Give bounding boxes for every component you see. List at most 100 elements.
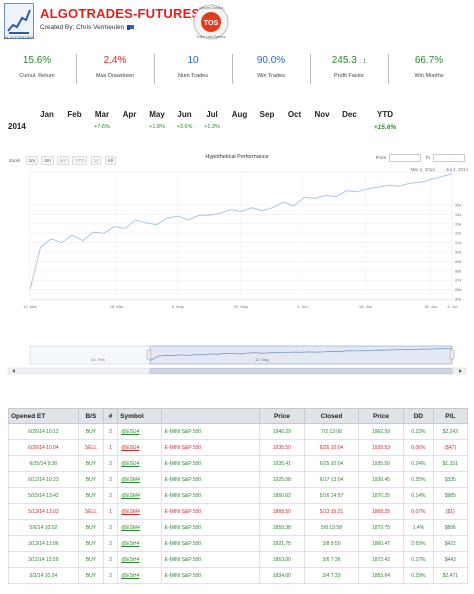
col-symbol[interactable]: Symbol [117, 408, 162, 424]
symbol-link[interactable]: @ESU4 [117, 439, 162, 456]
stat-label: Win Months [414, 73, 444, 79]
trade-row[interactable]: 5/6/14 10:02 BUY 2 @ESM4 E-MINI S&P 500 1859.… [8, 519, 469, 536]
from-date-value: Mar 2, 2014 [410, 167, 435, 172]
stat-value: 2.4% [103, 55, 127, 66]
trade-row[interactable]: 6/26/14 10:04 SELL 1 @ESU4 E-MINI S&P 500 193… [8, 439, 469, 456]
col-price[interactable]: Price [258, 408, 306, 424]
pl-cell: $2,471 [432, 567, 469, 584]
stat-label: Cumul. Return [19, 73, 55, 79]
zoom-3m-button[interactable]: 3m [41, 156, 54, 165]
zoom-1y-button[interactable]: 1y [90, 156, 102, 165]
stat-value: 10 [187, 55, 199, 66]
symbol-link[interactable]: @ESM4 [117, 471, 162, 488]
stat-profit-factor: 245.3 : 1 Profit Factor [312, 52, 389, 86]
symbol-link[interactable]: @ESM4 [117, 487, 162, 504]
y-tick-label: 95k [455, 202, 461, 207]
trade-row[interactable]: 3/13/14 12:06 BUY 2 @ESH4 E-MINI S&P 500 1821… [8, 535, 469, 552]
month-header-nov: Nov [314, 110, 330, 119]
y-tick-label: 86k [455, 287, 461, 292]
trade-row[interactable]: 5/15/14 13:42 BUY 2 @ESM4 E-MINI S&P 500 1860… [8, 487, 469, 504]
opened-cell: 5/15/14 13:42 [8, 487, 79, 504]
month-header-jun: Jun [177, 110, 192, 119]
trade-row[interactable]: 3/11/14 13:29 BUY 2 @ESH4 E-MINI S&P 500 1863… [8, 551, 469, 568]
symbol-link[interactable]: @ESH4 [117, 551, 162, 568]
navigator-right-handle[interactable] [449, 349, 455, 360]
stat-divider [232, 54, 233, 84]
y-tick-label: 92k [455, 231, 461, 236]
symbol-link[interactable]: @ESH4 [117, 567, 162, 584]
author-text: Created By: Chris Vermeulen [40, 24, 125, 31]
pl-cell: ($1) [432, 503, 469, 520]
month-header-may: May [149, 110, 165, 119]
from-date-input[interactable] [389, 154, 422, 162]
qty-cell: 2 [103, 455, 119, 472]
pl-cell: $985 [432, 487, 469, 504]
symbol-link[interactable]: @ESH4 [117, 535, 162, 552]
close-price-cell: 1962.99 [357, 423, 405, 440]
algotrades-logo[interactable] [4, 3, 34, 39]
col-close-price[interactable]: Price [357, 408, 405, 424]
side-cell: SELL [77, 503, 105, 520]
closed-cell: 5/16 14:57 [304, 487, 359, 504]
stat-label: Num Trades [178, 73, 208, 79]
price-cell: 1860.62 [258, 487, 306, 504]
qty-cell: 2 [103, 519, 119, 536]
side-cell: BUY [77, 551, 105, 568]
pl-cell: ($47) [432, 439, 469, 456]
symbol-link[interactable]: @ESM4 [117, 503, 162, 520]
scrollbar-thumb[interactable] [149, 368, 453, 374]
navigator-left-handle[interactable] [146, 349, 152, 360]
trades-table: Opened ET B/S # Symbol Price Closed Pric… [8, 408, 469, 584]
description-cell: E-MINI S&P 500 [160, 439, 260, 456]
col-description[interactable] [160, 408, 260, 424]
tos-badge-icon[interactable]: TOS Options Creator Trade Like Options [190, 2, 232, 42]
x-tick-label: 12. Mar [23, 304, 37, 309]
zoom-6m-button[interactable]: 6m [56, 156, 70, 165]
price-cell: 1834.00 [258, 567, 306, 584]
performance-chart: Zoom 1m 3m 6m YTD 1y All Hypothetical Pe… [0, 150, 474, 380]
stat-label: Max Drawdown [96, 73, 134, 79]
pl-cell: $1,331 [432, 455, 469, 472]
to-date-input[interactable] [433, 154, 465, 162]
side-cell: BUY [77, 455, 105, 472]
col-pl[interactable]: P/L [432, 408, 469, 424]
zoom-all-button[interactable]: All [104, 156, 116, 165]
zoom-1m-button[interactable]: 1m [25, 156, 39, 165]
date-range-values: Mar 2, 2014 Jul 4, 2014 [401, 167, 468, 172]
to-date-value: Jul 4, 2014 [445, 167, 468, 172]
trade-row[interactable]: 3/3/14 10:24 BUY 2 @ESH4 E-MINI S&P 500 1834.… [8, 567, 469, 584]
month-header-mar: Mar [94, 110, 110, 119]
performance-series-line [29, 173, 453, 290]
col-dd[interactable]: DD [403, 408, 434, 424]
stat-win-trades: 90.0% Win Trades [234, 52, 311, 86]
trade-row[interactable]: 6/12/14 10:23 BUY 2 @ESM4 E-MINI S&P 500 1925… [8, 471, 469, 488]
trade-row[interactable]: 6/25/14 9:30 BUY 2 @ESU4 E-MINI S&P 500 1935.… [8, 455, 469, 472]
stat-max-drawdown: 2.4% Max Drawdown [78, 52, 155, 86]
col-opened[interactable]: Opened ET [8, 408, 79, 424]
closed-cell: 7/2 12:00 [304, 423, 359, 440]
zoom-label: Zoom [9, 158, 21, 163]
stat-label: Win Trades [257, 73, 285, 79]
scroll-left-arrow-icon[interactable] [12, 369, 15, 373]
zoom-ytd-button[interactable]: YTD [72, 156, 88, 165]
col-side[interactable]: B/S [77, 408, 105, 424]
col-qty[interactable]: # [103, 408, 119, 424]
trade-row[interactable]: 5/13/14 13:03 SELL 1 @ESM4 E-MINI S&P 500 186… [8, 503, 469, 520]
dd-cell: 0.27% [403, 551, 434, 568]
month-header-feb: Feb [67, 110, 82, 119]
y-tick-label: 94k [455, 212, 461, 217]
description-cell: E-MINI S&P 500 [160, 455, 260, 472]
side-cell: SELL [77, 439, 105, 456]
x-tick-label: 30. Jun [424, 304, 437, 309]
scroll-right-arrow-icon[interactable] [459, 369, 462, 373]
opened-cell: 5/13/14 13:03 [8, 503, 79, 520]
col-closed[interactable]: Closed [304, 408, 359, 424]
symbol-link[interactable]: @ESU4 [117, 455, 162, 472]
navigator-label: 11. May [255, 357, 269, 362]
badge-top-text: Options Creator [199, 6, 225, 10]
symbol-link[interactable]: @ESM4 [117, 519, 162, 536]
symbol-link[interactable]: @ESU4 [117, 423, 162, 440]
dd-cell: 0.29% [403, 567, 434, 584]
month-value-may: +1.8% [149, 124, 165, 130]
trade-row[interactable]: 6/26/14 10:12 BUY 2 @ESU4 E-MINI S&P 500 1940… [8, 423, 469, 440]
